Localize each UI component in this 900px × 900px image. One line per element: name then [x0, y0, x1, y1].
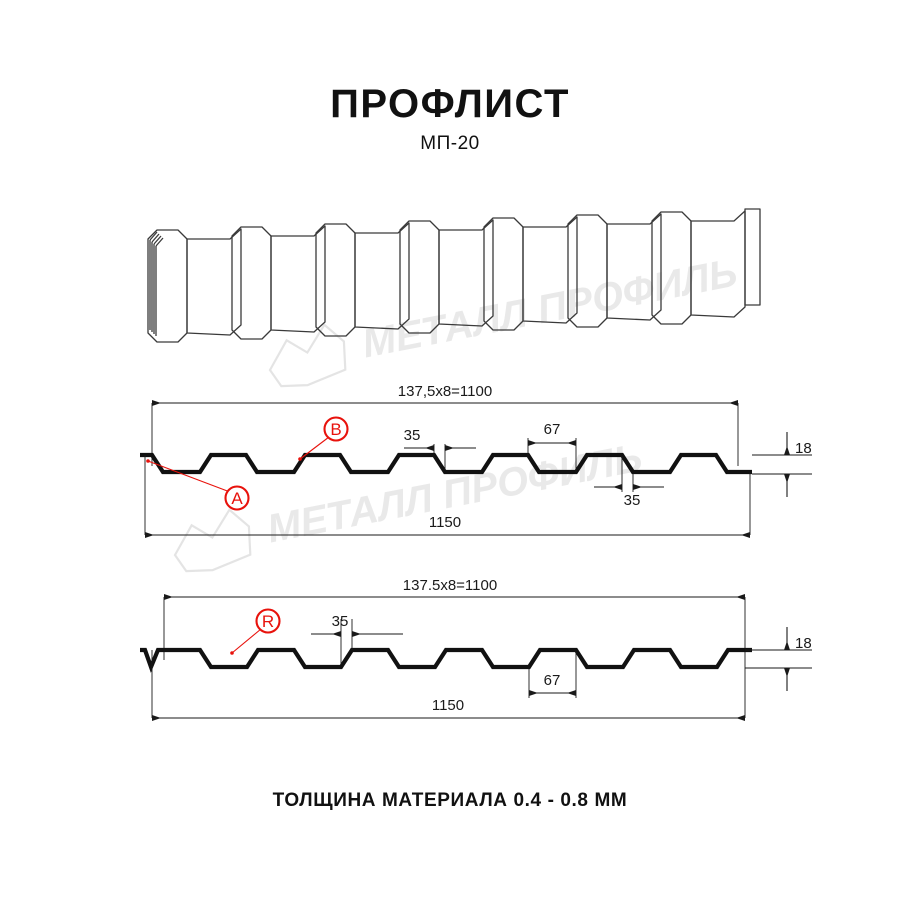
page-title: ПРОФЛИСТ [330, 82, 570, 126]
marker-r-label: R [262, 612, 274, 631]
dim-label-67: 67 [544, 421, 561, 438]
profile-outline-top [140, 452, 752, 475]
dim-flat-35-bottom: 35 [311, 613, 403, 665]
dim-label-total-width-top: 1150 [429, 514, 461, 531]
watermark-text: МЕТАЛЛ ПРОФИЛЬ [359, 251, 741, 367]
dim-label-cover-width-top: 137,5x8=1100 [398, 383, 492, 400]
dim-label-18-top: 18 [795, 440, 812, 457]
profile-outline-bottom [140, 647, 752, 673]
dim-flat-top-35-lower: 35 [594, 456, 664, 509]
cross-section-top: 137,5x8=1100 A B 35 [140, 383, 812, 538]
marker-a: A [146, 459, 250, 511]
marker-b-label: B [330, 420, 341, 439]
dim-flat-top-35-upper: 35 [404, 427, 476, 470]
dim-label-35-upper: 35 [404, 427, 421, 444]
dim-label-35-lower: 35 [624, 492, 641, 509]
marker-b: B [298, 416, 349, 461]
dim-label-18-bottom: 18 [795, 635, 812, 652]
cross-section-bottom: 137.5x8=1100 R 35 67 [140, 577, 812, 721]
marker-a-label: A [231, 489, 243, 508]
dim-height-18-top: 18 [752, 432, 812, 497]
page-subtitle: МП-20 [420, 133, 480, 154]
marker-r: R [230, 608, 281, 655]
dim-label-35-bottom: 35 [332, 613, 349, 630]
dim-label-total-width-bottom: 1150 [432, 697, 464, 714]
dim-label-cover-width-bottom: 137.5x8=1100 [403, 577, 497, 594]
isometric-profile-sheet [147, 208, 761, 343]
dim-top-67-bottom: 67 [528, 650, 577, 698]
dim-valley-67: 67 [527, 421, 577, 474]
dim-label-67-bottom: 67 [544, 672, 561, 689]
material-thickness-note: ТОЛЩИНА МАТЕРИАЛА 0.4 - 0.8 ММ [272, 790, 628, 811]
dim-height-18-bottom: 18 [745, 627, 812, 691]
watermark-upper: МЕТАЛЛ ПРОФИЛЬ [268, 251, 741, 388]
